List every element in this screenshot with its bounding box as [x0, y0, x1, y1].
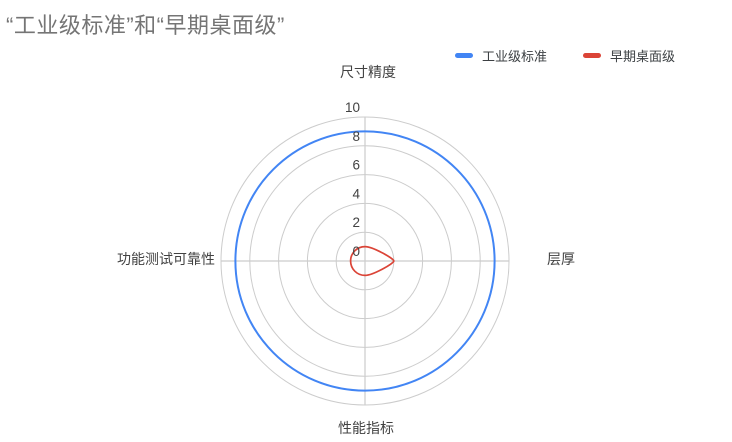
- legend-swatch-red-rect: [583, 52, 601, 58]
- category-label-left: 功能测试可靠性: [117, 251, 215, 267]
- radial-tick-label-6: 6: [352, 158, 360, 173]
- legend-item-early-desktop[interactable]: 早期桌面级: [583, 46, 675, 64]
- chart-legend: 工业级标准 早期桌面级: [0, 46, 732, 64]
- radial-tick-label-4: 4: [352, 186, 360, 201]
- legend-swatch-red-icon: [583, 52, 601, 58]
- legend-label-industrial-standard: 工业级标准: [482, 48, 548, 64]
- legend-swatch-blue-icon: [455, 52, 473, 58]
- radial-tick-label-2: 2: [352, 215, 360, 230]
- category-label-right: 层厚: [547, 251, 575, 267]
- category-label-bottom: 性能指标: [338, 420, 394, 436]
- series-line-early-desktop: [349, 245, 395, 277]
- legend-item-industrial-standard[interactable]: 工业级标准: [455, 46, 547, 64]
- legend-swatch-blue-rect: [455, 52, 473, 58]
- radial-tick-label-10: 10: [345, 100, 360, 115]
- category-label-top: 尺寸精度: [340, 64, 396, 80]
- radial-tick-label-0: 0: [352, 244, 360, 259]
- series-line-industrial-standard: [234, 130, 496, 392]
- chart-title: “工业级标准”和“早期桌面级”: [6, 13, 285, 38]
- radial-tick-label-8: 8: [352, 129, 360, 144]
- legend-label-early-desktop: 早期桌面级: [610, 48, 676, 64]
